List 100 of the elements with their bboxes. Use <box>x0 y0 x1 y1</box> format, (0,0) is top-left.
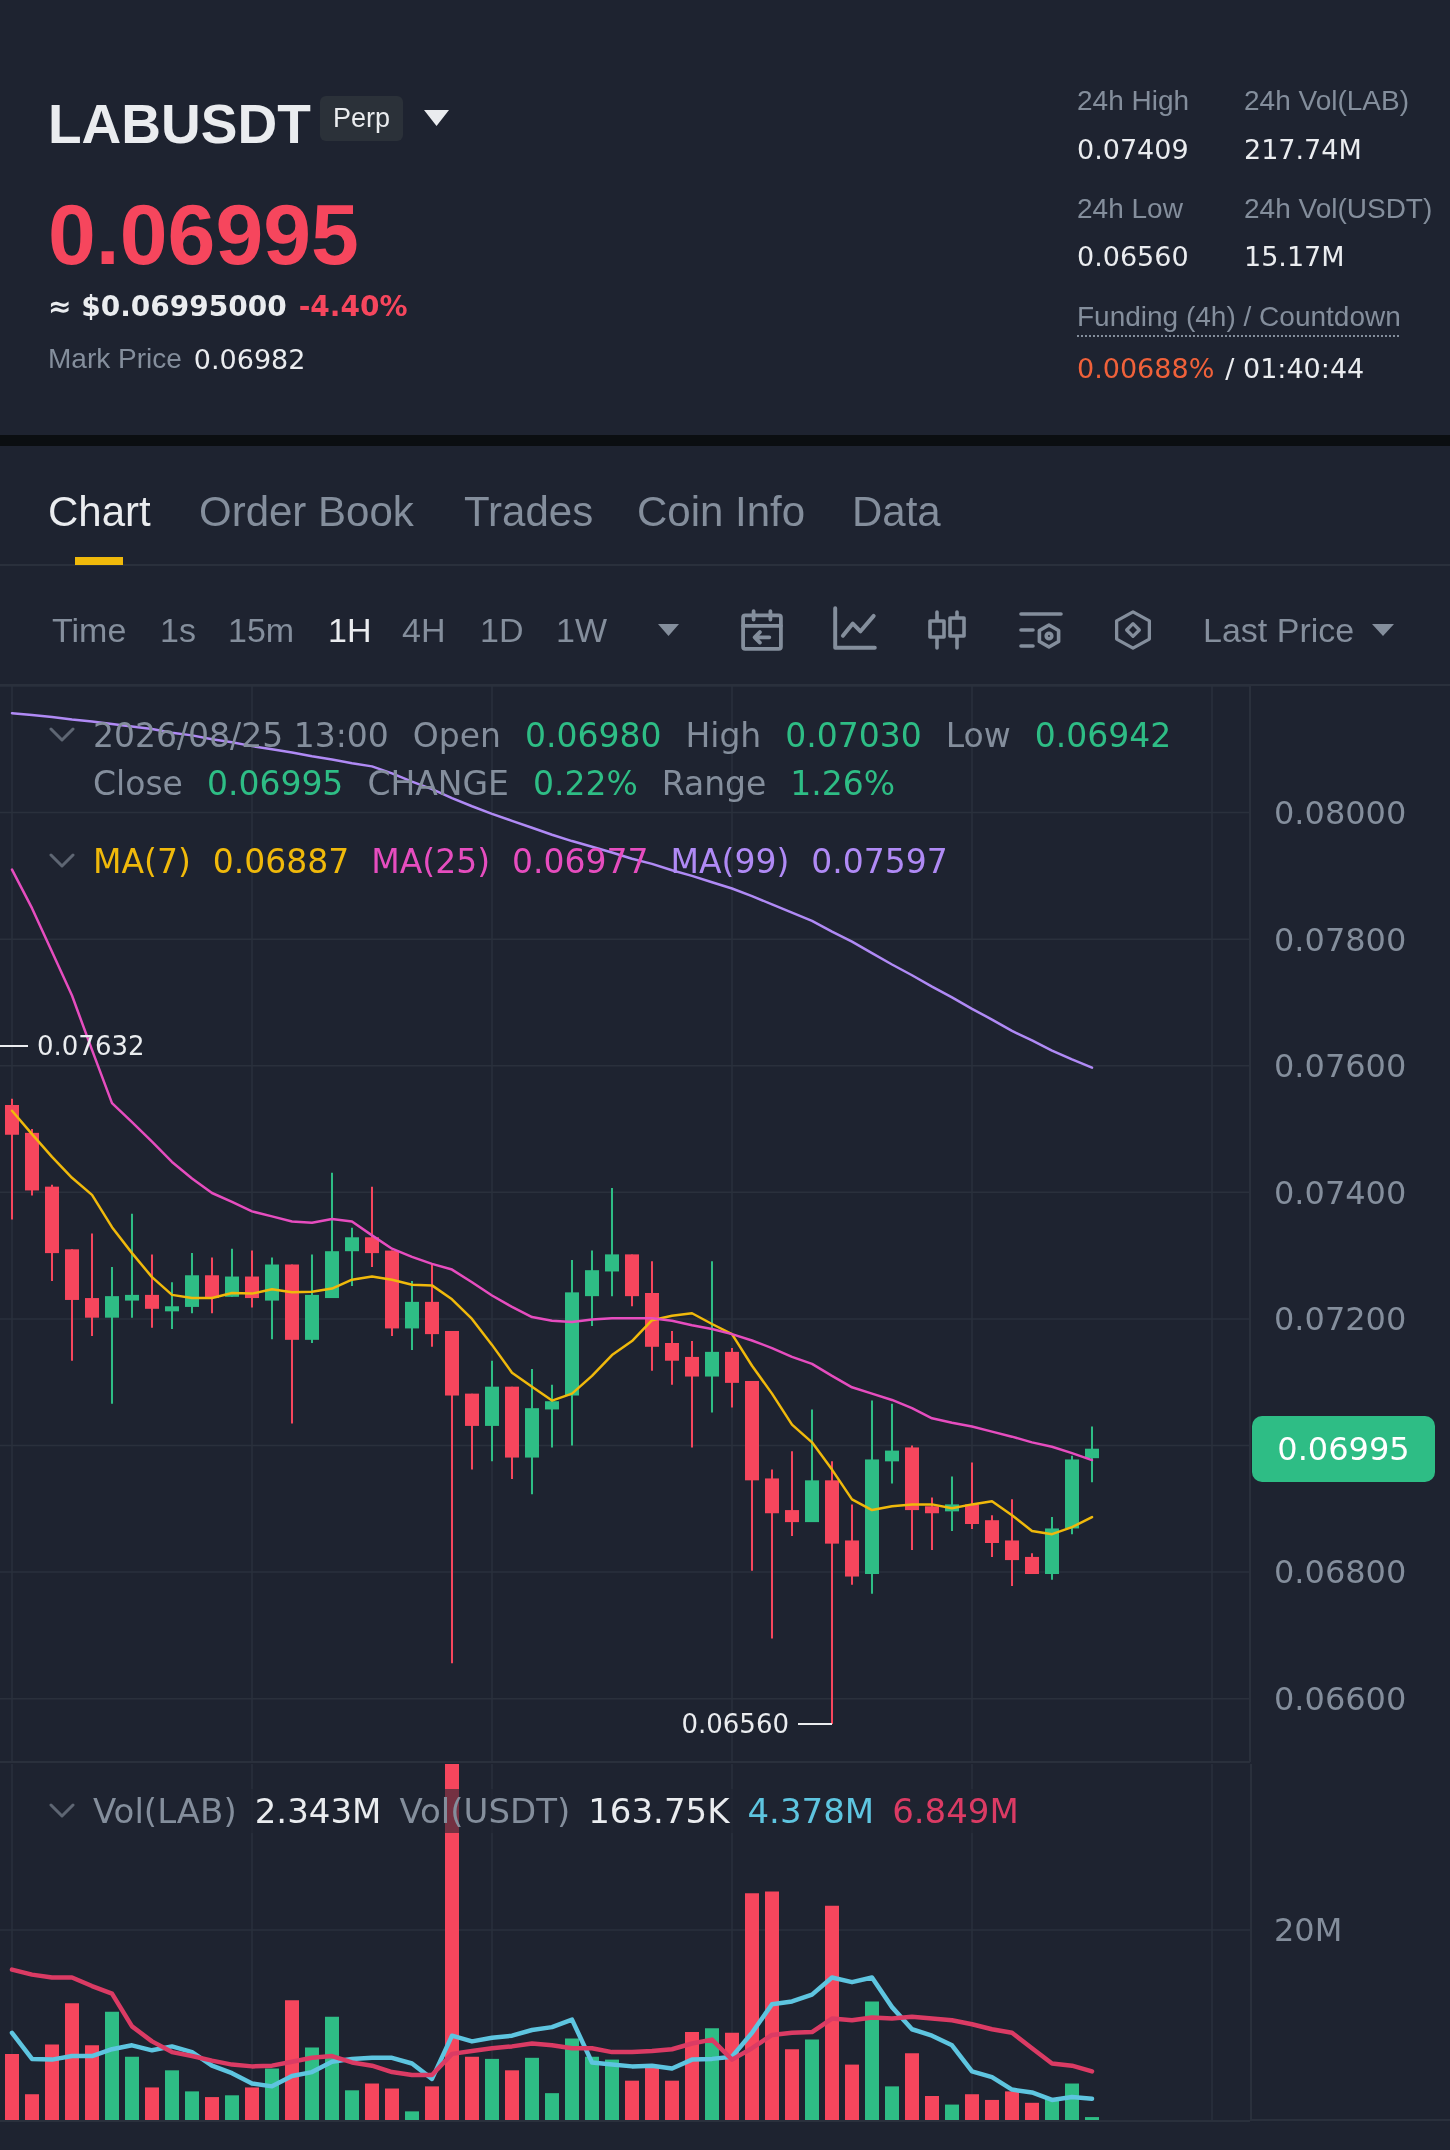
bar <box>385 2088 399 2121</box>
annotation: 0.06887 <box>212 841 350 881</box>
y-tick-label: 0.06600 <box>1274 1680 1407 1719</box>
annotation: 163.75K <box>588 1791 730 1831</box>
text: 1D <box>480 609 524 651</box>
bar <box>745 1893 759 2121</box>
candlestick <box>885 1402 899 1485</box>
text: / 01:40:44 <box>1225 352 1365 384</box>
text: 0.06995 <box>1252 1415 1435 1482</box>
text: 0.06995 <box>48 185 359 285</box>
annotation: High <box>685 715 762 755</box>
text: Time <box>52 609 127 651</box>
bar <box>465 2056 479 2121</box>
text: 24h Low <box>1077 192 1183 226</box>
text: Order Book <box>199 486 414 537</box>
bar <box>925 2096 939 2121</box>
bar <box>545 2093 559 2121</box>
bar <box>565 2038 579 2121</box>
bar <box>885 2086 899 2121</box>
annotation: 0.06942 <box>1034 715 1172 755</box>
text: 15.17M <box>1244 240 1345 274</box>
text: 0.07409 <box>1077 133 1189 167</box>
bar <box>125 2056 139 2121</box>
text: 24h Vol(USDT) <box>1244 192 1433 226</box>
text: 1s <box>160 609 196 651</box>
bar <box>825 1905 839 2121</box>
candlestick <box>205 1256 219 1315</box>
text: 20M <box>1274 1910 1343 1950</box>
text: 217.74M <box>1244 133 1362 167</box>
text: ≈ $0.06995000 <box>48 289 287 323</box>
annotation: 0.06977 <box>512 841 649 881</box>
y-tick-label: 0.07800 <box>1274 920 1407 959</box>
candlestick <box>125 1212 139 1319</box>
bar <box>365 2083 379 2121</box>
y-tick-label: 0.06800 <box>1274 1553 1407 1592</box>
bar <box>525 2057 539 2121</box>
annotation: 0.06980 <box>524 715 662 755</box>
annotation: 6.849M <box>892 1791 1019 1831</box>
bar <box>665 2080 679 2121</box>
text: -4.40% <box>298 289 408 323</box>
bar <box>605 2059 619 2121</box>
candlestick <box>1085 1425 1099 1484</box>
annotation: 1.26% <box>790 763 896 803</box>
bar <box>805 2039 819 2121</box>
bar <box>985 2099 999 2121</box>
candlestick <box>145 1253 159 1329</box>
text: 0.06560 <box>1077 240 1189 274</box>
bar <box>965 2094 979 2121</box>
bar <box>865 2001 879 2121</box>
candlestick <box>925 1496 939 1551</box>
text: 15m <box>228 609 295 651</box>
annotation: Range <box>661 763 767 803</box>
bar <box>765 1891 779 2121</box>
bar <box>1025 2102 1039 2121</box>
y-tick-label: 0.07600 <box>1274 1047 1407 1086</box>
text: 1W <box>556 609 607 651</box>
text: Last Price <box>1203 609 1355 651</box>
candlestick <box>365 1185 379 1269</box>
bar <box>325 2016 339 2121</box>
bar <box>645 2066 659 2121</box>
candlestick <box>105 1266 119 1405</box>
bar <box>165 2070 179 2121</box>
text: Data <box>852 486 941 537</box>
y-tick-label: 0.08000 <box>1274 793 1407 832</box>
text: 24h Vol(LAB) <box>1244 84 1409 118</box>
bar <box>405 2111 419 2121</box>
candlestick <box>965 1461 979 1531</box>
text: Chart <box>48 486 151 537</box>
bar <box>65 2003 79 2121</box>
bar <box>45 2044 59 2121</box>
bar <box>25 2094 39 2121</box>
bar <box>1005 2091 1019 2121</box>
bar <box>5 2053 19 2121</box>
bar <box>245 2087 259 2121</box>
bar <box>345 2090 359 2121</box>
annotation: 2.343M <box>254 1791 382 1831</box>
candlestick <box>165 1281 179 1331</box>
text: 0.06982 <box>193 343 306 375</box>
bar <box>625 2080 639 2121</box>
text: MA(25) <box>371 841 491 881</box>
y-tick-label: 0.07400 <box>1274 1173 1407 1212</box>
candlestick <box>685 1340 699 1449</box>
candlestick <box>345 1226 359 1288</box>
bar <box>85 2045 99 2121</box>
bar <box>225 2095 239 2121</box>
bar <box>845 2064 859 2121</box>
series-label: MA(99) <box>670 841 790 881</box>
candlestick <box>665 1329 679 1386</box>
bar <box>905 2053 919 2121</box>
annotation: 0.06560 <box>681 1709 789 1740</box>
text: Perp <box>320 96 404 141</box>
text: 4H <box>402 609 446 651</box>
candlestick <box>785 1450 799 1538</box>
text: 1H <box>328 609 372 651</box>
bar <box>785 2049 799 2121</box>
annotation: 0.07030 <box>785 715 922 755</box>
bar <box>105 2011 119 2121</box>
candlestick <box>85 1232 99 1338</box>
bar <box>185 2091 199 2121</box>
text: Funding (4h) / Countdown <box>1077 300 1401 334</box>
